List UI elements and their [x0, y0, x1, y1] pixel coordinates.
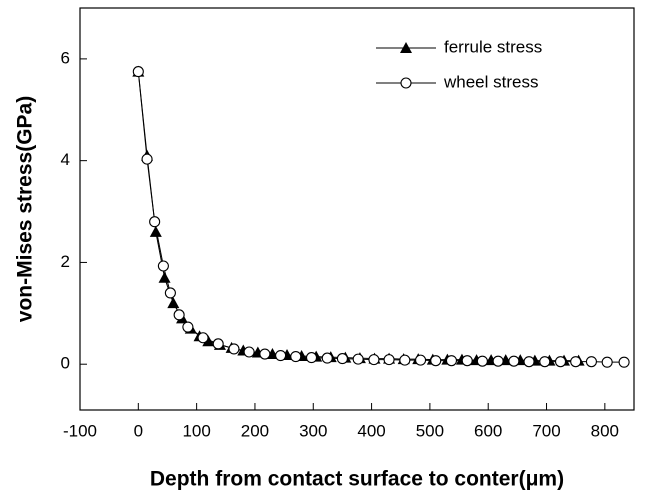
- circle-marker: [554, 356, 567, 368]
- circle-marker: [461, 355, 473, 367]
- x-tick-label: 400: [357, 421, 385, 440]
- x-tick-label: 600: [474, 421, 502, 440]
- y-tick-label: 2: [61, 252, 70, 271]
- circle-marker: [383, 354, 395, 366]
- circle-marker: [321, 352, 333, 364]
- x-tick-label: 100: [182, 421, 210, 440]
- legend-label: wheel stress: [443, 72, 538, 91]
- circle-marker: [352, 353, 364, 365]
- plot-frame: [79, 7, 635, 411]
- circle-marker: [508, 355, 520, 367]
- triangle-marker: [167, 297, 180, 309]
- circle-marker: [399, 354, 411, 366]
- circle-marker: [445, 355, 458, 367]
- circle-marker: [182, 321, 194, 333]
- y-tick-label: 6: [61, 48, 70, 67]
- circle-marker: [149, 216, 161, 228]
- triangle-marker: [149, 225, 162, 237]
- circle-marker: [570, 356, 582, 368]
- y-tick-label: 4: [61, 150, 70, 169]
- circle-marker: [430, 355, 442, 367]
- circle-marker: [368, 354, 380, 366]
- circle-marker: [212, 338, 224, 350]
- x-tick-label: -100: [63, 421, 97, 440]
- series-line: [137, 71, 625, 363]
- circle-marker: [601, 356, 613, 368]
- circle-marker: [585, 356, 597, 368]
- circle-marker: [305, 352, 318, 364]
- circle-marker: [476, 355, 488, 367]
- circle-marker: [523, 356, 535, 368]
- circle-marker: [492, 355, 504, 367]
- y-tick-label: 0: [61, 354, 70, 373]
- circle-marker: [415, 354, 427, 366]
- circle-marker: [228, 343, 240, 355]
- x-axis-label: Depth from contact surface to conter(μm): [150, 468, 564, 491]
- circle-marker: [539, 356, 551, 368]
- circle-marker: [197, 332, 209, 344]
- circle-marker: [243, 346, 255, 358]
- circle-marker: [400, 77, 412, 89]
- x-tick-label: 300: [299, 421, 327, 440]
- circle-marker: [259, 348, 271, 360]
- circle-marker: [618, 356, 630, 368]
- circle-marker: [132, 66, 144, 78]
- triangle-marker: [400, 42, 412, 53]
- x-tick-label: 200: [241, 421, 269, 440]
- x-tick-label: 700: [532, 421, 560, 440]
- circle-marker: [164, 287, 176, 299]
- legend-label: ferrule stress: [444, 37, 542, 56]
- circle-marker: [336, 353, 348, 365]
- circle-marker: [173, 309, 185, 321]
- circle-marker: [141, 153, 153, 165]
- circle-marker: [290, 351, 302, 363]
- triangle-marker: [202, 335, 215, 347]
- y-axis-label: von-Mises stress(GPa): [14, 96, 37, 322]
- x-tick-label: 0: [134, 421, 143, 440]
- x-tick-label: 500: [416, 421, 444, 440]
- triangle-marker: [158, 271, 171, 283]
- x-tick-label: 800: [591, 421, 619, 440]
- circle-marker: [275, 350, 287, 362]
- series-line: [137, 71, 579, 362]
- circle-marker: [157, 260, 169, 272]
